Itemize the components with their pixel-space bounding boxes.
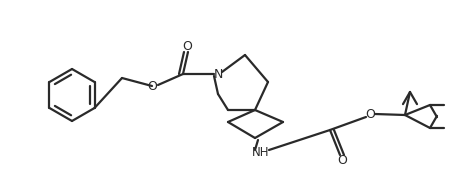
- Text: O: O: [182, 40, 192, 54]
- Text: N: N: [213, 68, 223, 80]
- Text: O: O: [337, 155, 347, 167]
- Text: NH: NH: [252, 146, 270, 159]
- Text: O: O: [365, 108, 375, 121]
- Text: O: O: [147, 79, 157, 93]
